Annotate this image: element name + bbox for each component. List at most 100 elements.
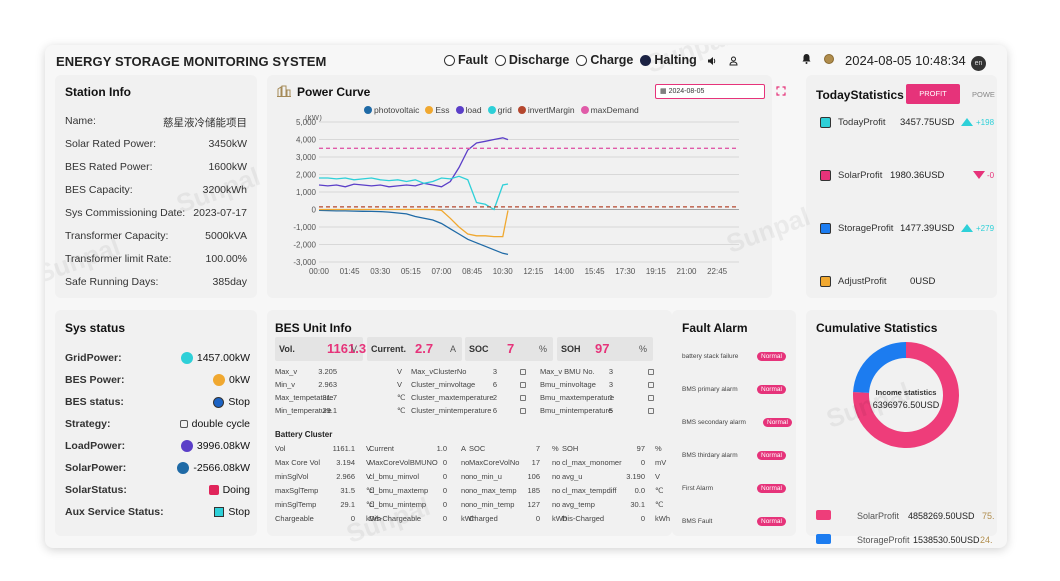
- sys-status-value-wrap: Stop: [213, 396, 250, 408]
- trend-up-icon: [961, 118, 973, 126]
- legend-item-grid[interactable]: grid: [487, 105, 512, 115]
- bes-cell: Cluster_maxtemperature: [411, 393, 494, 402]
- legend-swatch: [487, 106, 496, 114]
- speaker-icon[interactable]: [707, 56, 717, 66]
- legend-item-photovoltaic[interactable]: photovoltaic: [364, 105, 419, 115]
- bes-summary-label: SOH: [561, 344, 581, 354]
- cluster-cell: kWh: [552, 514, 567, 523]
- y-tick-label: 1,000: [296, 188, 317, 197]
- tab-profit[interactable]: PROFIT: [906, 84, 960, 104]
- status-badge: Normal: [757, 451, 786, 460]
- cluster-cell: Vol: [275, 444, 286, 453]
- cluster-cell: V: [366, 472, 372, 481]
- date-picker[interactable]: ▦ 2024-08-05: [655, 84, 765, 99]
- y-tick-label: -3,000: [293, 258, 316, 267]
- mode-discharge[interactable]: Discharge: [494, 53, 570, 67]
- y-tick-label: -2,000: [293, 241, 316, 250]
- bes-cell: V: [397, 367, 403, 376]
- fault-alarm-label: BMS secondary alarm: [682, 419, 746, 426]
- bes-summary-unit: V: [350, 344, 357, 354]
- cluster-cell: avg_u: [562, 472, 583, 481]
- legend-item-invertMargin[interactable]: invertMargin: [517, 105, 575, 115]
- today-stat-value: 3457.75USD: [900, 117, 955, 128]
- donut-slice-solarprofit[interactable]: [853, 342, 959, 448]
- bes-cell: 2: [492, 393, 497, 402]
- cluster-cell: 1.0: [436, 444, 447, 453]
- today-stat-delta: -0: [987, 171, 995, 180]
- legend-item-maxDemand[interactable]: maxDemand: [580, 105, 639, 115]
- station-info-label: Transformer limit Rate:: [65, 253, 172, 265]
- cumulative-pct: 75.: [982, 511, 995, 521]
- sys-status-value: 1457.00kW: [196, 352, 250, 364]
- mode-selector: Fault Discharge Charge Halting: [444, 53, 697, 67]
- storage-profit-icon: [820, 223, 831, 234]
- y-tick-label: 3,000: [296, 153, 317, 162]
- load-icon: [180, 440, 193, 452]
- legend-swatch: [517, 106, 526, 114]
- cluster-cell: 0: [640, 514, 645, 523]
- cluster-cell: 0: [442, 514, 447, 523]
- station-info-row: Solar Rated Power: 3450kW: [65, 138, 247, 152]
- fault-alarm-label: battery stack failure: [682, 353, 739, 360]
- today-stat-value: 1477.39USD: [900, 223, 955, 234]
- y-tick-label: 5,000: [296, 118, 317, 127]
- series-line-photovoltaic: [318, 209, 509, 256]
- cluster-cell: 31.5: [340, 486, 355, 495]
- legend-label: Ess: [435, 105, 450, 115]
- tab-power[interactable]: POWE: [972, 90, 995, 99]
- stop-icon: [213, 396, 225, 408]
- coin-icon[interactable]: [824, 54, 834, 64]
- cluster-cell: SOC: [469, 444, 486, 453]
- bes-cell: 31.7: [322, 393, 337, 402]
- mode-halting[interactable]: Halting: [640, 53, 697, 67]
- cluster-cell: no_max_temp: [469, 486, 517, 495]
- station-info-card: Station Info Name: 慈星液冷储能项目 Solar Rated Po…: [55, 75, 257, 298]
- avatar[interactable]: en: [971, 56, 986, 71]
- cluster-cell: 3.190: [626, 472, 645, 481]
- cluster-cell: 0: [442, 458, 447, 467]
- bes-cell: 1: [608, 393, 613, 402]
- status-badge: Normal: [757, 484, 786, 493]
- bes-cell: 3.205: [318, 367, 337, 376]
- station-info-value: 慈星液冷储能项目: [163, 117, 247, 129]
- cluster-cell: minSglTemp: [275, 500, 317, 509]
- sys-status-row: BES Power: 0kW: [65, 374, 250, 390]
- bes-cell: 6: [492, 380, 497, 389]
- status-badge: Normal: [757, 517, 786, 526]
- cluster-cell: MaxCoreVolBMUNO: [369, 458, 438, 467]
- bes-summary-current: Current. 2.7 A: [367, 337, 462, 361]
- x-tick-label: 08:45: [462, 267, 483, 276]
- bes-cell: Cluster_mintemperature: [411, 406, 492, 415]
- cluster-cell: kWh: [655, 514, 670, 523]
- legend-item-Ess[interactable]: Ess: [425, 105, 450, 115]
- series-line-Ess: [319, 208, 509, 238]
- bes-cell: Max_v: [275, 367, 298, 376]
- bell-icon[interactable]: [801, 53, 812, 64]
- cluster-cell: no: [461, 500, 470, 509]
- bes-summary-unit: A: [449, 344, 456, 354]
- status-badge: Normal: [757, 385, 786, 394]
- power-curve-title: Power Curve: [297, 85, 371, 99]
- fault-alarm-label: First Alarm: [682, 485, 714, 492]
- mode-label: Halting: [654, 53, 697, 67]
- sys-status-value: -2566.08kW: [193, 462, 250, 474]
- donut-slice-storageprofit[interactable]: [853, 342, 906, 393]
- legend-item-load[interactable]: load: [455, 105, 482, 115]
- list-icon: [520, 395, 526, 401]
- mode-label: Discharge: [508, 53, 570, 67]
- x-tick-label: 17:30: [615, 267, 636, 276]
- today-stat-label: TodayProfit: [838, 117, 886, 128]
- today-stat-label: StorageProfit: [838, 223, 894, 234]
- date-value: 2024-08-05: [668, 88, 705, 95]
- fullscreen-icon[interactable]: [776, 86, 786, 96]
- user-icon[interactable]: [729, 56, 738, 66]
- sys-status-value: Stop: [228, 396, 250, 408]
- today-stat-label: AdjustProfit: [838, 276, 887, 287]
- y-axis-unit: (kW): [305, 115, 322, 122]
- cluster-cell: 127: [527, 500, 540, 509]
- mode-fault[interactable]: Fault: [444, 53, 488, 67]
- station-info-row: Sys Commissioning Date: 2023-07-17: [65, 207, 247, 221]
- mode-charge[interactable]: Charge: [576, 53, 633, 67]
- legend-swatch: [816, 510, 831, 520]
- donut-center-value: 6396976.50USD: [872, 400, 940, 410]
